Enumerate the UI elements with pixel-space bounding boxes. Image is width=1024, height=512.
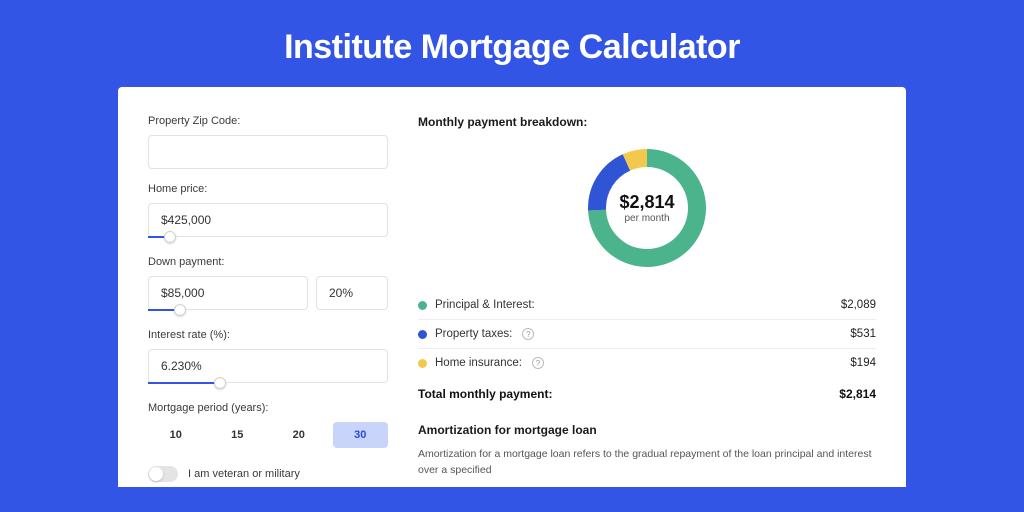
legend-dot-property_taxes: [418, 330, 427, 339]
payment-donut-chart: $2,814 per month: [582, 143, 712, 273]
down-payment-label: Down payment:: [148, 256, 388, 268]
info-icon[interactable]: ?: [522, 328, 534, 340]
veteran-label: I am veteran or military: [188, 468, 300, 480]
mortgage-period-30[interactable]: 30: [333, 422, 389, 448]
form-column: Property Zip Code: Home price: Down paym…: [148, 115, 388, 487]
legend-dot-principal_interest: [418, 301, 427, 310]
down-payment-group: Down payment:: [148, 256, 388, 315]
legend-dot-home_insurance: [418, 359, 427, 368]
page-title: Institute Mortgage Calculator: [0, 0, 1024, 87]
mortgage-period-15[interactable]: 15: [210, 422, 266, 448]
interest-rate-group: Interest rate (%):: [148, 329, 388, 388]
home-price-group: Home price:: [148, 183, 388, 242]
zip-label: Property Zip Code:: [148, 115, 388, 127]
amortization-text: Amortization for a mortgage loan refers …: [418, 447, 876, 479]
legend-value-home_insurance: $194: [850, 357, 876, 369]
legend-value-property_taxes: $531: [850, 328, 876, 340]
mortgage-period-group: Mortgage period (years): 10152030: [148, 402, 388, 448]
down-payment-slider[interactable]: [148, 309, 306, 315]
info-icon[interactable]: ?: [532, 357, 544, 369]
legend-label-property_taxes: Property taxes:: [435, 328, 512, 340]
mortgage-period-20[interactable]: 20: [271, 422, 327, 448]
breakdown-column: Monthly payment breakdown: $2,814 per mo…: [418, 115, 876, 487]
donut-wrap: $2,814 per month: [418, 143, 876, 273]
interest-rate-slider[interactable]: [148, 382, 388, 388]
mortgage-period-label: Mortgage period (years):: [148, 402, 388, 414]
amortization-title: Amortization for mortgage loan: [418, 423, 876, 437]
down-payment-amount-input[interactable]: [148, 276, 308, 310]
home-price-label: Home price:: [148, 183, 388, 195]
legend-row-home_insurance: Home insurance:? $194: [418, 349, 876, 377]
mortgage-period-10[interactable]: 10: [148, 422, 204, 448]
legend-row-property_taxes: Property taxes:? $531: [418, 320, 876, 349]
interest-rate-input[interactable]: [148, 349, 388, 383]
total-label: Total monthly payment:: [418, 387, 552, 401]
legend-label-home_insurance: Home insurance:: [435, 357, 522, 369]
veteran-row: I am veteran or military: [148, 466, 388, 482]
zip-group: Property Zip Code:: [148, 115, 388, 169]
total-value: $2,814: [839, 387, 876, 401]
interest-rate-label: Interest rate (%):: [148, 329, 388, 341]
home-price-input[interactable]: [148, 203, 388, 237]
legend-value-principal_interest: $2,089: [841, 299, 876, 311]
donut-sub: per month: [624, 213, 669, 224]
veteran-toggle[interactable]: [148, 466, 178, 482]
zip-input[interactable]: [148, 135, 388, 169]
legend-row-principal_interest: Principal & Interest: $2,089: [418, 291, 876, 320]
home-price-slider[interactable]: [148, 236, 388, 242]
legend-label-principal_interest: Principal & Interest:: [435, 299, 535, 311]
breakdown-title: Monthly payment breakdown:: [418, 115, 876, 129]
donut-amount: $2,814: [619, 192, 674, 213]
total-row: Total monthly payment: $2,814: [418, 377, 876, 417]
calculator-card: Property Zip Code: Home price: Down paym…: [118, 87, 906, 487]
down-payment-percent-input[interactable]: [316, 276, 388, 310]
toggle-knob: [149, 467, 163, 481]
